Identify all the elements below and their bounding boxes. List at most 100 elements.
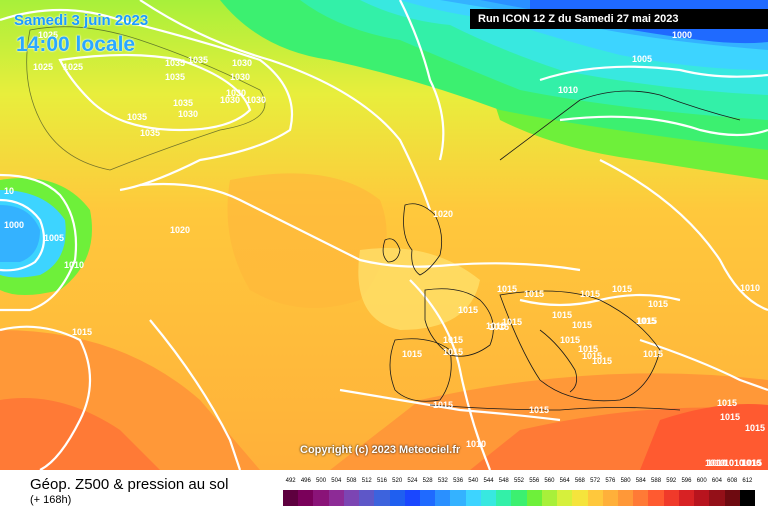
legend-tick-label: 492 [285,478,296,484]
legend-swatch [480,490,497,506]
legend-tick-label: 508 [346,478,357,484]
legend-tick-label: 532 [437,478,448,484]
isobar-value-label: 1035 [140,128,160,138]
legend-swatch [739,490,756,506]
legend-tick-label: 592 [666,478,677,484]
isobar-value-label: 1015 [592,356,612,366]
legend-swatch [648,490,665,506]
legend-swatch [724,490,741,506]
legend-swatch [465,490,482,506]
legend-swatch [602,490,619,506]
isobar-value-label: 1015 [572,320,592,330]
isobar-value-label: 1015 [637,316,657,326]
legend-swatch [617,490,634,506]
legend-swatch [328,490,345,506]
copyright-text: Copyright (c) 2023 Meteociel.fr [300,444,461,456]
isobar-value-label: 1015 [582,351,602,361]
isobar-value-label: 1010 [740,283,760,293]
legend-swatch [557,490,573,506]
europe-coastlines [382,90,741,411]
isobar-value-label: 1005 [44,233,64,243]
legend-tick-label: 536 [453,478,464,484]
isobar-value-label: 1015 [443,347,463,357]
isobar-value-label: 1015 [433,400,453,410]
legend-swatch [526,490,543,506]
isobar-value-label: 1000 [672,30,692,40]
legend-swatch [541,490,558,506]
legend-tick-label: 600 [696,478,707,484]
isobar-value-label: 1030 [246,95,266,105]
isobar-value-label: 1015 [742,458,762,468]
legend-tick-label: 580 [620,478,631,484]
isobar-value-label: 1015 [578,344,598,354]
legend-swatch [283,490,299,506]
legend-tick-label: 496 [300,478,311,484]
isobar-value-label: 1015 [502,317,522,327]
legend-tick-label: 524 [407,478,418,484]
legend-swatch [511,490,528,506]
legend-swatch [435,490,451,506]
legend-tick-label: 512 [361,478,372,484]
isobar-value-label: 1020 [433,209,453,219]
legend-tick-label: 604 [711,478,722,484]
legend-swatch [298,490,314,506]
isobar-value-label: 1010 [741,458,761,468]
isobar-value-label: 1015 [524,289,544,299]
legend-swatch [359,490,375,506]
isobar-value-label: 1010 [705,458,725,468]
legend-tick-label: 548 [498,478,509,484]
legend-tick-label: 544 [483,478,494,484]
legend-swatch [496,490,512,506]
legend-tick-label: 608 [727,478,738,484]
legend-tick-label: 612 [742,478,753,484]
legend-tick-label: 564 [559,478,570,484]
map-subtitle: (+ 168h) [30,494,72,506]
isobar-value-label: 1015 [552,310,572,320]
low-west-536 [0,205,40,262]
legend-tick-label: 556 [529,478,540,484]
map-title: Géop. Z500 & pression au sol [30,476,229,493]
legend-swatch [678,490,695,506]
forecast-date: Samedi 3 juin 2023 [14,12,149,29]
legend-tick-label: 552 [513,478,525,484]
isobar-value-label: 1030 [230,72,250,82]
legend-tick-label: 596 [681,478,692,484]
color-legend [283,490,756,506]
run-info-banner: Run ICON 12 Z du Samedi 27 mai 2023 [470,9,768,29]
isobar-value-label: 1025 [63,62,83,72]
isobar-value-label: 1015 [648,299,668,309]
isobar-value-label: 1030 [220,95,240,105]
isobar-value-label: 1000 [4,220,24,230]
isobar-value-label: 1025 [38,30,58,40]
legend-tick-label: 568 [574,478,585,484]
isobar-value-label: 1015 [458,305,478,315]
isobar-value-label: 1015 [636,316,656,326]
legend-tick-label: 588 [651,478,662,484]
isobar-value-label: 1015 [443,335,463,345]
legend-tick-label: 500 [316,478,327,484]
legend-tick-label: 504 [331,478,342,484]
legend-swatch [420,490,436,506]
legend-swatch [389,490,406,506]
legend-tick-label: 572 [590,478,601,484]
legend-tick-label: 516 [376,478,387,484]
isobar-value-label: 1010 [466,439,486,449]
isobar-value-label: 1010 [707,458,727,468]
z500-band-584 [0,398,160,470]
legend-swatch [633,490,649,506]
legend-tick-label: 540 [468,478,479,484]
isobar-value-label: 1010 [724,458,744,468]
legend-tick-labels: 492 496 500 504 508 512 516 520 524 528 532 536 540 5… [283,478,755,488]
legend-tick-label: 560 [544,478,555,484]
isobar-value-label: 1015 [745,423,765,433]
ridge-core [227,173,387,308]
greenland-coast [26,26,266,171]
isobar-value-label: 1035 [173,98,193,108]
forecast-time: 14:00 locale [16,33,136,56]
isobar-value-label: 1010 [724,458,744,468]
isobar-value-label: 1035 [127,112,147,122]
isobar-value-label: 1030 [226,88,246,98]
isobar-value-label: 1035 [165,58,185,68]
